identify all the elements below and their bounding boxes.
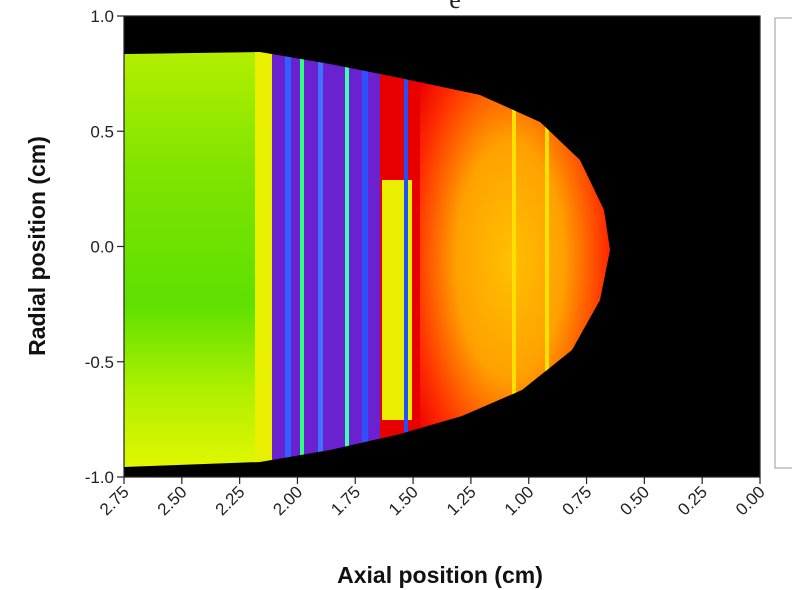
- colorbar-edge: [774, 17, 792, 469]
- chart-title: e: [449, 0, 461, 14]
- y-tick-label: 0.5: [90, 122, 114, 141]
- x-tick-label: 0.00: [732, 482, 769, 519]
- x-tick-label: 0.50: [616, 482, 653, 519]
- x-tick-label: 2.50: [154, 482, 191, 519]
- x-tick-label: 0.25: [674, 482, 711, 519]
- y-tick-label: 1.0: [90, 7, 114, 26]
- y-tick-label: -0.5: [85, 353, 114, 372]
- x-axis-title: Axial position (cm): [337, 562, 543, 588]
- x-tick-label: 1.00: [501, 482, 538, 519]
- x-tick-label: 2.25: [212, 482, 249, 519]
- y-tick-label: 0.0: [90, 238, 114, 257]
- y-axis-title: Radial position (cm): [24, 136, 50, 356]
- x-tick-label: 2.75: [96, 482, 133, 519]
- x-tick-label: 0.75: [559, 482, 596, 519]
- x-tick-label: 2.00: [269, 482, 306, 519]
- x-tick-label: 1.75: [327, 482, 364, 519]
- x-tick-label: 1.25: [443, 482, 480, 519]
- y-tick-label: -1.0: [85, 468, 114, 487]
- x-tick-label: 1.50: [385, 482, 422, 519]
